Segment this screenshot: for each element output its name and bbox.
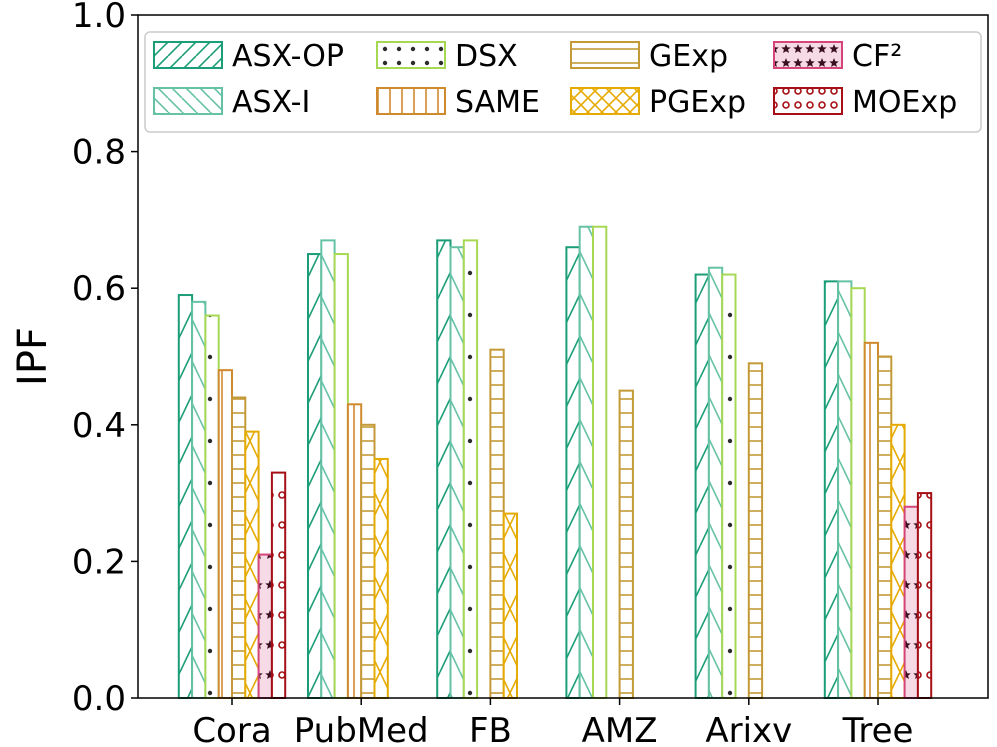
legend-label-cf: CF² — [852, 39, 902, 74]
x-tick-label-arixv: Arixv — [705, 711, 792, 747]
bar-tree-gexp — [878, 357, 891, 699]
bar-fb-dsx — [464, 240, 477, 698]
x-tick-label-fb: FB — [469, 711, 512, 747]
y-tick-label: 0.0 — [72, 679, 126, 719]
legend-swatch-pgexp — [571, 88, 639, 114]
y-axis-title: IPF — [10, 327, 56, 386]
bar-pubmed-pgexp — [375, 459, 388, 698]
legend: ASX-OP ASX-I DSX SAME GExp PGExp CF² MOExp — [145, 32, 981, 132]
bar-tree-same — [865, 343, 878, 698]
bar-cora-same — [219, 370, 232, 698]
bar-fb-asx-op — [437, 240, 450, 698]
legend-swatch-moexp — [774, 88, 842, 114]
bar-tree-moexp — [918, 493, 931, 698]
legend-swatch-cf — [774, 42, 842, 68]
bar-cora-cf — [259, 555, 272, 698]
bar-tree-cf — [905, 507, 918, 698]
y-tick-label: 0.2 — [72, 542, 126, 582]
x-tick-label-tree: Tree — [842, 711, 914, 747]
bar-cora-pgexp — [245, 432, 258, 698]
ipf-bar-chart: 0.0 0.2 0.4 0.6 0.8 1.0 Cora PubMed FB AMZ Arixv Tr… — [0, 0, 997, 747]
bar-fb-pgexp — [504, 514, 517, 698]
bar-amz-asx-op — [566, 247, 579, 698]
legend-label-pgexp: PGExp — [649, 85, 746, 120]
x-tick-label-cora: Cora — [192, 711, 271, 747]
bar-cora-asx-i — [192, 302, 205, 698]
bar-fb-gexp — [490, 350, 503, 698]
bar-amz-gexp — [620, 391, 633, 698]
bar-arixv-asx-op — [696, 275, 709, 698]
bar-arixv-asx-i — [709, 268, 722, 698]
legend-label-moexp: MOExp — [852, 85, 957, 120]
bar-cora-moexp — [272, 473, 285, 698]
y-tick-label: 0.8 — [72, 133, 126, 173]
legend-label-gexp: GExp — [649, 39, 728, 74]
bar-fb-asx-i — [451, 247, 464, 698]
bar-cora-dsx — [205, 316, 218, 698]
x-tick-label-amz: AMZ — [582, 711, 658, 747]
y-tick-label: 0.4 — [72, 406, 126, 446]
bar-pubmed-same — [348, 404, 361, 698]
y-tick-label: 0.6 — [72, 269, 126, 309]
bar-tree-dsx — [851, 288, 864, 698]
bar-pubmed-asx-op — [308, 254, 321, 698]
legend-label-asx-i: ASX-I — [232, 85, 310, 120]
bar-pubmed-asx-i — [321, 240, 334, 698]
legend-swatch-same — [377, 88, 445, 114]
legend-swatch-dsx — [377, 42, 445, 68]
bar-cora-asx-op — [179, 295, 192, 698]
bar-tree-asx-op — [825, 281, 838, 698]
y-tick-label: 1.0 — [72, 0, 126, 36]
bar-amz-dsx — [593, 227, 606, 698]
bar-tree-pgexp — [891, 425, 904, 698]
legend-swatch-gexp — [571, 42, 639, 68]
bar-pubmed-dsx — [335, 254, 348, 698]
bar-pubmed-gexp — [361, 425, 374, 698]
legend-swatch-asx-op — [154, 42, 222, 68]
bars-layer — [179, 227, 931, 698]
bar-arixv-gexp — [749, 363, 762, 698]
legend-label-asx-op: ASX-OP — [232, 39, 344, 74]
legend-swatch-asx-i — [154, 88, 222, 114]
bar-arixv-dsx — [722, 275, 735, 698]
bar-amz-asx-i — [580, 227, 593, 698]
bar-cora-gexp — [232, 397, 245, 698]
x-tick-label-pubmed: PubMed — [294, 711, 429, 747]
bar-tree-asx-i — [838, 281, 851, 698]
legend-label-dsx: DSX — [455, 39, 518, 74]
legend-label-same: SAME — [455, 85, 540, 120]
